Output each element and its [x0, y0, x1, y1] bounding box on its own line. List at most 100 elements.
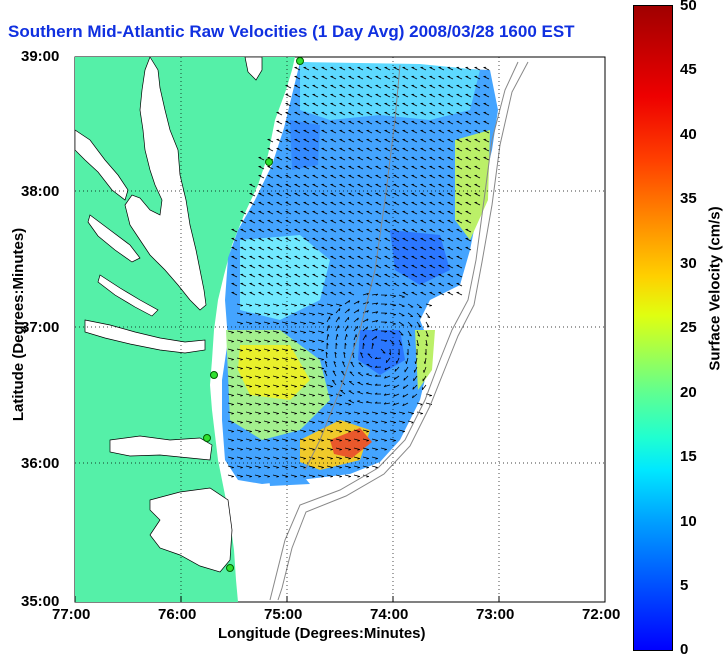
velocity-arrow — [456, 193, 463, 197]
velocity-arrow — [447, 94, 454, 98]
velocity-arrow — [308, 447, 315, 450]
velocity-arrow — [276, 139, 283, 143]
velocity-arrow — [263, 411, 270, 414]
velocity-arrow — [371, 342, 374, 350]
velocity-arrow — [393, 67, 400, 71]
velocity-arrow-head — [231, 467, 234, 469]
velocity-arrow — [267, 247, 274, 251]
velocity-arrow — [402, 85, 409, 89]
velocity-arrow — [317, 447, 324, 450]
velocity-arrow — [326, 384, 333, 387]
velocity-arrow — [227, 393, 234, 396]
velocity-arrow — [402, 256, 409, 260]
velocity-arrow — [456, 292, 463, 296]
velocity-arrow-head — [312, 368, 315, 370]
velocity-arrow — [375, 67, 382, 71]
velocity-arrow — [465, 112, 472, 116]
velocity-arrow — [303, 265, 310, 269]
velocity-arrow — [335, 393, 342, 396]
velocity-arrow-head — [249, 413, 252, 415]
velocity-arrow — [474, 67, 481, 71]
velocity-arrow — [384, 247, 391, 251]
velocity-arrow — [285, 202, 292, 206]
velocity-arrow-head — [321, 332, 324, 334]
velocity-arrow — [348, 130, 355, 134]
velocity-arrow — [402, 166, 409, 170]
velocity-arrow-head — [321, 449, 324, 451]
velocity-arrow — [303, 229, 310, 233]
velocity-arrow — [281, 330, 288, 333]
velocity-arrow — [353, 317, 359, 323]
velocity-arrow — [456, 166, 463, 170]
velocity-arrow-head — [285, 332, 288, 334]
velocity-arrow — [398, 330, 404, 336]
velocity-arrow — [402, 211, 409, 215]
velocity-arrow-head — [240, 314, 243, 316]
velocity-arrow — [357, 274, 364, 278]
velocity-arrow — [416, 312, 422, 318]
velocity-arrow — [429, 238, 436, 242]
velocity-arrow-head — [258, 467, 261, 469]
velocity-arrow-head — [372, 342, 375, 346]
velocity-arrow-head — [285, 323, 288, 325]
velocity-arrow — [423, 366, 427, 373]
velocity-arrow — [321, 175, 328, 179]
velocity-arrow — [456, 76, 463, 80]
velocity-arrow — [294, 121, 301, 125]
velocity-arrow — [375, 157, 382, 161]
velocity-arrow — [236, 321, 243, 324]
velocity-arrow — [326, 312, 333, 315]
velocity-arrow — [438, 211, 445, 215]
velocity-arrow — [438, 121, 445, 125]
velocity-arrow — [456, 238, 463, 242]
velocity-arrow — [353, 465, 360, 468]
velocity-arrow — [317, 438, 324, 441]
y-tick-label: 39:00 — [21, 48, 60, 65]
velocity-arrow — [263, 438, 270, 441]
velocity-arrow — [330, 283, 337, 287]
velocity-arrow — [438, 292, 445, 296]
velocity-arrow-head — [267, 377, 270, 379]
velocity-arrow — [348, 274, 355, 278]
velocity-arrow — [402, 292, 409, 296]
velocity-arrow — [344, 308, 350, 314]
velocity-arrow — [321, 148, 328, 152]
velocity-arrow — [411, 193, 418, 197]
velocity-arrow — [474, 202, 481, 206]
velocity-arrow — [290, 447, 297, 450]
velocity-arrow — [317, 312, 324, 315]
velocity-arrow-head — [249, 386, 252, 388]
velocity-arrow-head — [258, 431, 261, 433]
velocity-arrow — [384, 393, 391, 396]
velocity-arrow — [339, 67, 346, 71]
velocity-arrow — [420, 256, 427, 260]
velocity-arrow — [366, 265, 373, 269]
velocity-arrow — [465, 238, 472, 242]
velocity-arrow — [245, 366, 252, 369]
velocity-arrow — [231, 265, 238, 269]
velocity-arrow — [456, 202, 463, 206]
velocity-arrow — [367, 353, 373, 359]
velocity-arrow — [404, 366, 409, 373]
velocity-arrow — [483, 130, 490, 134]
velocity-arrow — [362, 429, 369, 432]
velocity-arrow — [384, 384, 391, 387]
x-tick-label: 72:00 — [582, 606, 621, 623]
velocity-arrow — [420, 67, 427, 71]
velocity-arrow — [258, 220, 265, 224]
velocity-arrow — [357, 112, 364, 116]
velocity-arrow — [227, 474, 234, 477]
velocity-arrow — [438, 166, 445, 170]
velocity-arrow-head — [357, 317, 359, 321]
velocity-arrow — [362, 474, 369, 477]
velocity-arrow — [420, 103, 427, 107]
velocity-arrow — [254, 420, 261, 423]
velocity-arrow — [263, 348, 270, 351]
velocity-arrow — [321, 193, 328, 197]
land-mass — [75, 57, 295, 602]
velocity-arrow — [303, 220, 310, 224]
velocity-arrow-head — [285, 350, 288, 352]
velocity-arrow — [308, 375, 315, 378]
velocity-arrow-head — [330, 305, 333, 307]
velocity-arrow-head — [363, 342, 365, 346]
